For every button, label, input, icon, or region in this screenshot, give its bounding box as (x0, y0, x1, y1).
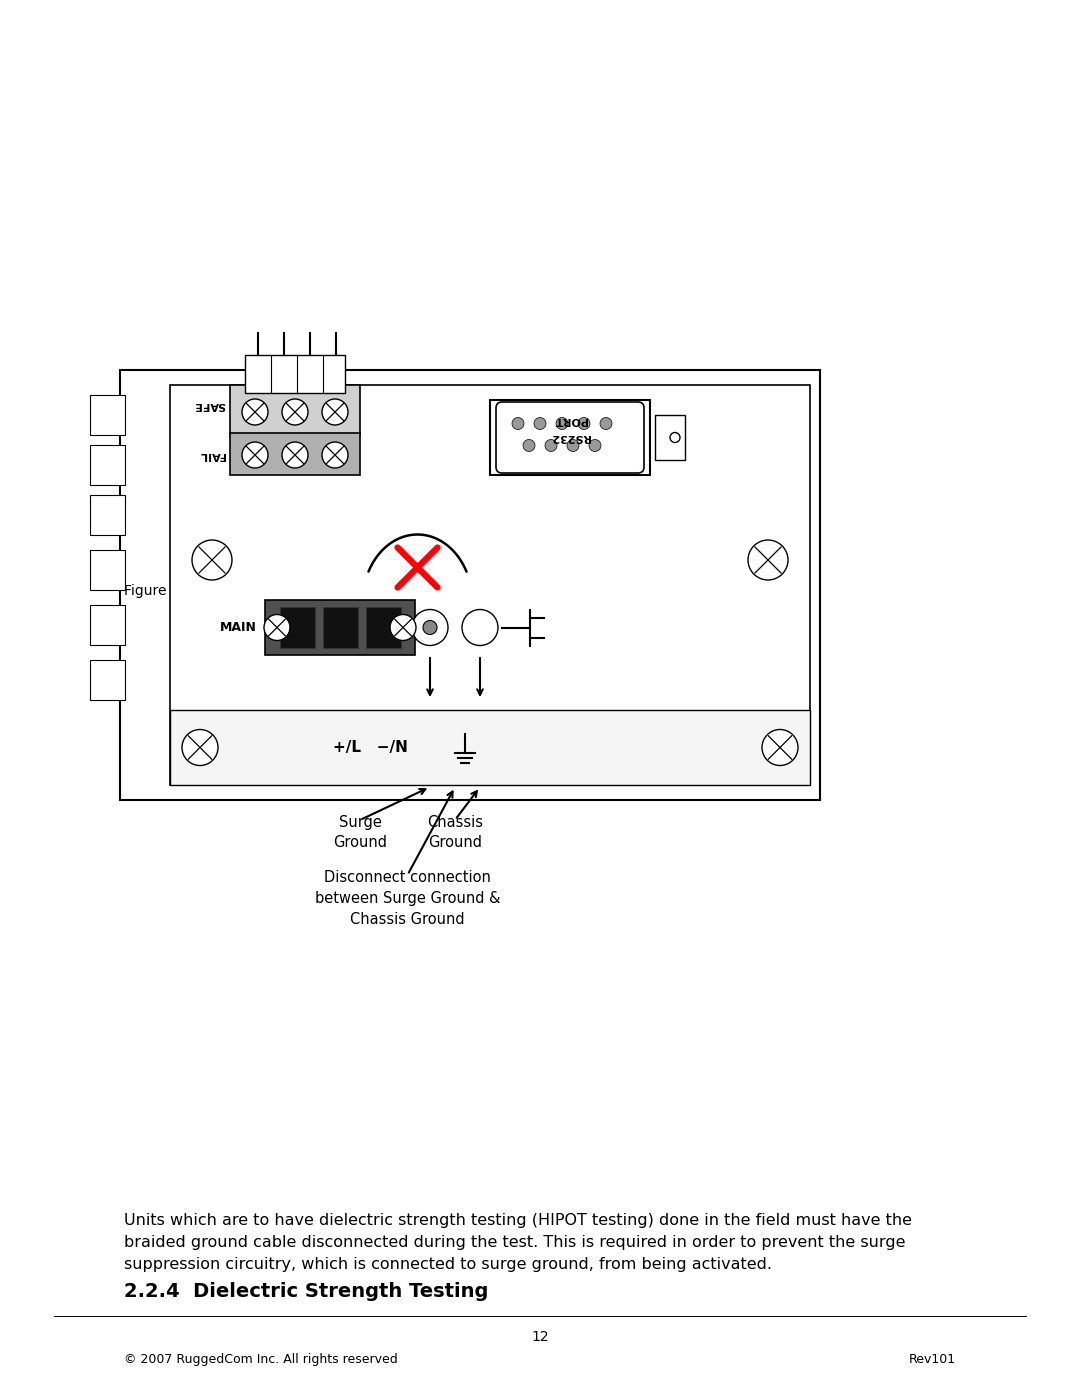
Text: MAIN: MAIN (220, 622, 257, 634)
Circle shape (670, 433, 680, 443)
Bar (230, 386, 360, 434)
Text: 2.2.4  Dielectric Strength Testing: 2.2.4 Dielectric Strength Testing (124, 1282, 488, 1302)
Circle shape (183, 729, 218, 766)
Bar (170, 710, 810, 785)
Text: Surge
Ground: Surge Ground (333, 814, 387, 849)
Circle shape (512, 418, 524, 429)
Text: PORT: PORT (553, 415, 586, 425)
Circle shape (282, 400, 308, 425)
Bar (120, 370, 820, 800)
Bar (90, 446, 125, 485)
Bar (230, 433, 360, 475)
Bar (323, 608, 357, 648)
Bar (90, 550, 125, 590)
Circle shape (762, 729, 798, 766)
Circle shape (748, 541, 788, 580)
Text: Chassis
Ground: Chassis Ground (427, 814, 483, 849)
Circle shape (282, 441, 308, 468)
Circle shape (523, 440, 535, 451)
Text: FAIL: FAIL (199, 450, 225, 460)
Bar (90, 659, 125, 700)
Bar (280, 608, 314, 648)
Text: Figure 7 - Dielectric Strength Testing: Figure 7 - Dielectric Strength Testing (124, 584, 377, 598)
Text: RS232: RS232 (550, 432, 590, 441)
Circle shape (264, 615, 291, 640)
Circle shape (534, 418, 546, 429)
Bar (365, 608, 401, 648)
Circle shape (242, 400, 268, 425)
Text: 12: 12 (531, 1330, 549, 1344)
Bar (90, 495, 125, 535)
Text: © 2007 RuggedCom Inc. All rights reserved: © 2007 RuggedCom Inc. All rights reserve… (124, 1354, 397, 1366)
Bar (90, 395, 125, 434)
Text: Units which are to have dielectric strength testing (HIPOT testing) done in the : Units which are to have dielectric stren… (124, 1213, 913, 1273)
Circle shape (322, 441, 348, 468)
Bar (170, 386, 810, 785)
Bar (490, 400, 650, 475)
Circle shape (322, 400, 348, 425)
Circle shape (423, 620, 437, 634)
Circle shape (556, 418, 568, 429)
Bar (654, 415, 685, 460)
Circle shape (600, 418, 612, 429)
Text: Disconnect connection
between Surge Ground &
Chassis Ground: Disconnect connection between Surge Grou… (314, 870, 500, 928)
Text: +/L   −/N: +/L −/N (333, 740, 407, 754)
Text: Rev101: Rev101 (908, 1354, 956, 1366)
FancyBboxPatch shape (496, 402, 644, 474)
Bar (90, 605, 125, 645)
Circle shape (589, 440, 600, 451)
Circle shape (545, 440, 557, 451)
Circle shape (411, 609, 448, 645)
Circle shape (390, 615, 416, 640)
Circle shape (567, 440, 579, 451)
Bar (245, 355, 345, 393)
Bar (265, 599, 415, 655)
Circle shape (462, 609, 498, 645)
Circle shape (578, 418, 590, 429)
Circle shape (192, 541, 232, 580)
Circle shape (242, 441, 268, 468)
Text: SAFE: SAFE (193, 400, 225, 409)
